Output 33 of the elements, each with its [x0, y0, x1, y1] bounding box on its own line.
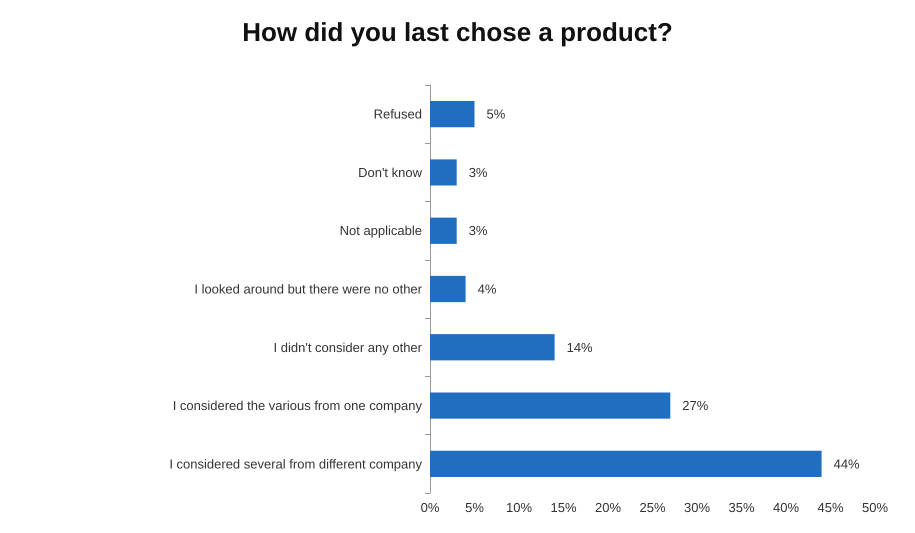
- data-label: 44%: [834, 456, 860, 472]
- bar: [430, 101, 474, 128]
- y-tick-label: Not applicable: [340, 223, 422, 238]
- y-tick-label: I looked around but there were no other: [194, 282, 423, 296]
- bar: [430, 392, 670, 419]
- x-tick-label: 5%: [465, 500, 484, 515]
- x-tick-label: 25%: [639, 500, 666, 515]
- x-tick-label: 40%: [772, 500, 800, 515]
- x-tick-label: 0%: [420, 500, 440, 515]
- bar: [430, 334, 555, 360]
- data-label: 4%: [478, 282, 497, 296]
- bar: [430, 159, 457, 186]
- data-label: 3%: [468, 164, 488, 180]
- x-tick-label: 10%: [506, 500, 532, 515]
- bar: [430, 276, 466, 302]
- y-tick-label: Refused: [374, 106, 422, 122]
- bar: [430, 218, 457, 244]
- x-tick-label: 15%: [550, 500, 577, 515]
- x-tick-label: 30%: [684, 500, 710, 515]
- y-tick-label: Don't know: [358, 164, 423, 180]
- x-tick-label: 20%: [594, 500, 622, 515]
- data-label: 27%: [682, 398, 709, 414]
- x-tick-label: 35%: [728, 500, 755, 515]
- y-tick-label: I considered several from different company: [169, 456, 422, 472]
- y-tick-label: I didn't consider any other: [274, 340, 423, 355]
- data-label: 3%: [468, 223, 488, 238]
- data-label: 5%: [486, 106, 506, 122]
- x-tick-label: 45%: [817, 500, 844, 515]
- x-tick-label: 50%: [862, 500, 888, 515]
- y-tick-label: I considered the various from one company: [172, 398, 422, 414]
- chart-title: How did you last chose a product?: [242, 17, 673, 47]
- bar: [430, 450, 822, 477]
- data-label: 14%: [566, 340, 594, 355]
